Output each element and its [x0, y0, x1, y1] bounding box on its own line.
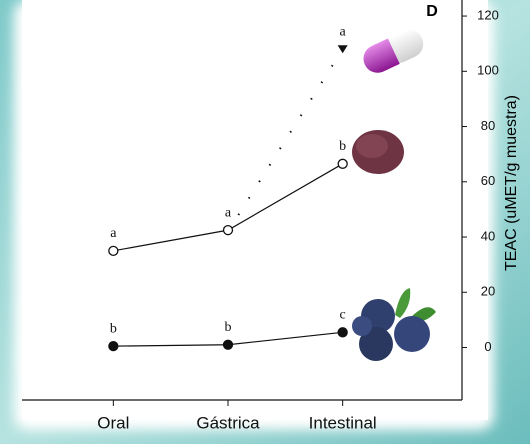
x-tick-label: Intestinal [309, 413, 377, 432]
y-axis-label: TEAC (uMET/g muestra) [503, 95, 520, 271]
y-tick-label: 20 [481, 284, 495, 299]
significance-letter: a [110, 226, 117, 241]
x-tick-label: Oral [97, 413, 129, 432]
significance-letter: c [340, 308, 346, 323]
capsule-icon [363, 29, 424, 73]
point [108, 340, 119, 352]
x-tick-label: Gástrica [196, 413, 260, 432]
panel [22, 0, 488, 420]
point [222, 224, 234, 236]
significance-letter: b [225, 320, 232, 335]
significance-letter: b [110, 321, 117, 336]
powder-icon [352, 130, 404, 174]
point [337, 45, 348, 54]
y-tick-label: 120 [477, 7, 499, 22]
point [222, 339, 234, 350]
y-tick-label: 100 [477, 63, 499, 78]
significance-letter: b [339, 139, 346, 154]
significance-letter: a [340, 24, 347, 39]
point [337, 327, 348, 338]
blueberries-icon [352, 288, 436, 361]
panel-label: D [426, 3, 438, 20]
significance-letter: a [225, 205, 232, 220]
y-tick-label: 80 [481, 118, 495, 133]
point [337, 158, 348, 169]
y-tick-label: 0 [484, 339, 491, 354]
y-tick-label: 40 [481, 228, 495, 243]
point [108, 245, 119, 256]
y-tick-label: 60 [481, 173, 495, 188]
